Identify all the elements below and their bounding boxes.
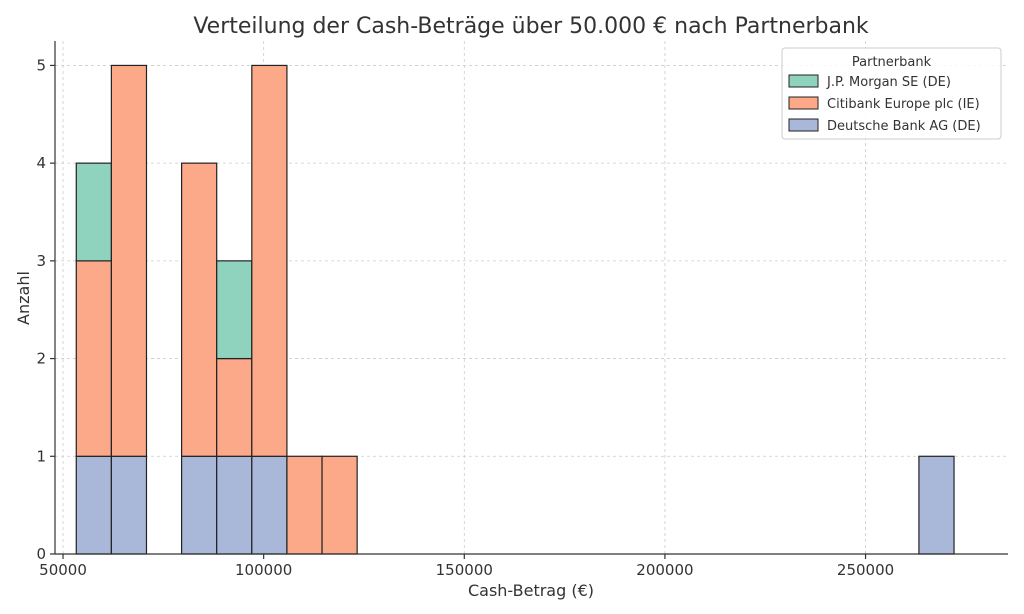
- legend-entry-label: Citibank Europe plc (IE): [827, 97, 980, 112]
- chart-title: Verteilung der Cash-Beträge über 50.000 …: [193, 14, 869, 39]
- legend-swatch: [788, 74, 819, 88]
- x-tick-label: 250000: [837, 561, 894, 579]
- histogram-bar: [251, 64, 288, 457]
- legend-title: Partnerbank: [852, 55, 932, 70]
- y-tick-label: 5: [36, 56, 46, 74]
- legend: Partnerbank J.P. Morgan SE (DE) Citibank E…: [781, 47, 1002, 140]
- bars: [75, 64, 955, 555]
- legend-entry-label: J.P. Morgan SE (DE): [826, 75, 951, 90]
- histogram-bar: [75, 260, 112, 457]
- legend-box: [781, 47, 1002, 140]
- histogram-bar: [251, 455, 288, 555]
- histogram-bar: [918, 455, 955, 555]
- x-tick-label: 200000: [636, 561, 693, 579]
- histogram-bar: [216, 455, 253, 555]
- x-tick-label: 150000: [436, 561, 493, 579]
- legend-entry-label: Deutsche Bank AG (DE): [827, 119, 981, 134]
- axes: 50000 100000 150000 200000 250000 0 1 2 3 4 5: [36, 41, 1008, 579]
- x-tick-label: 50000: [39, 561, 87, 579]
- x-tick-label: 100000: [235, 561, 292, 579]
- histogram-bar: [75, 162, 112, 262]
- histogram-bar: [180, 162, 218, 457]
- histogram-bar: [110, 455, 148, 555]
- y-tick-label: 3: [36, 252, 46, 270]
- legend-swatch: [788, 118, 819, 132]
- histogram-bar: [321, 455, 358, 555]
- y-tick-label: 0: [36, 545, 46, 563]
- y-tick-label: 2: [36, 350, 46, 368]
- x-axis-label: Cash-Betrag (€): [468, 581, 594, 600]
- histogram-bar: [180, 455, 218, 555]
- histogram-bar: [286, 455, 323, 555]
- histogram-bar: [75, 455, 112, 555]
- histogram-bar: [110, 64, 148, 457]
- y-tick-label: 1: [36, 447, 46, 465]
- y-tick-label: 4: [36, 154, 46, 172]
- histogram-bar: [216, 260, 253, 360]
- y-axis-label: Anzahl: [14, 271, 33, 325]
- histogram-bar: [216, 357, 253, 457]
- legend-swatch: [788, 96, 819, 110]
